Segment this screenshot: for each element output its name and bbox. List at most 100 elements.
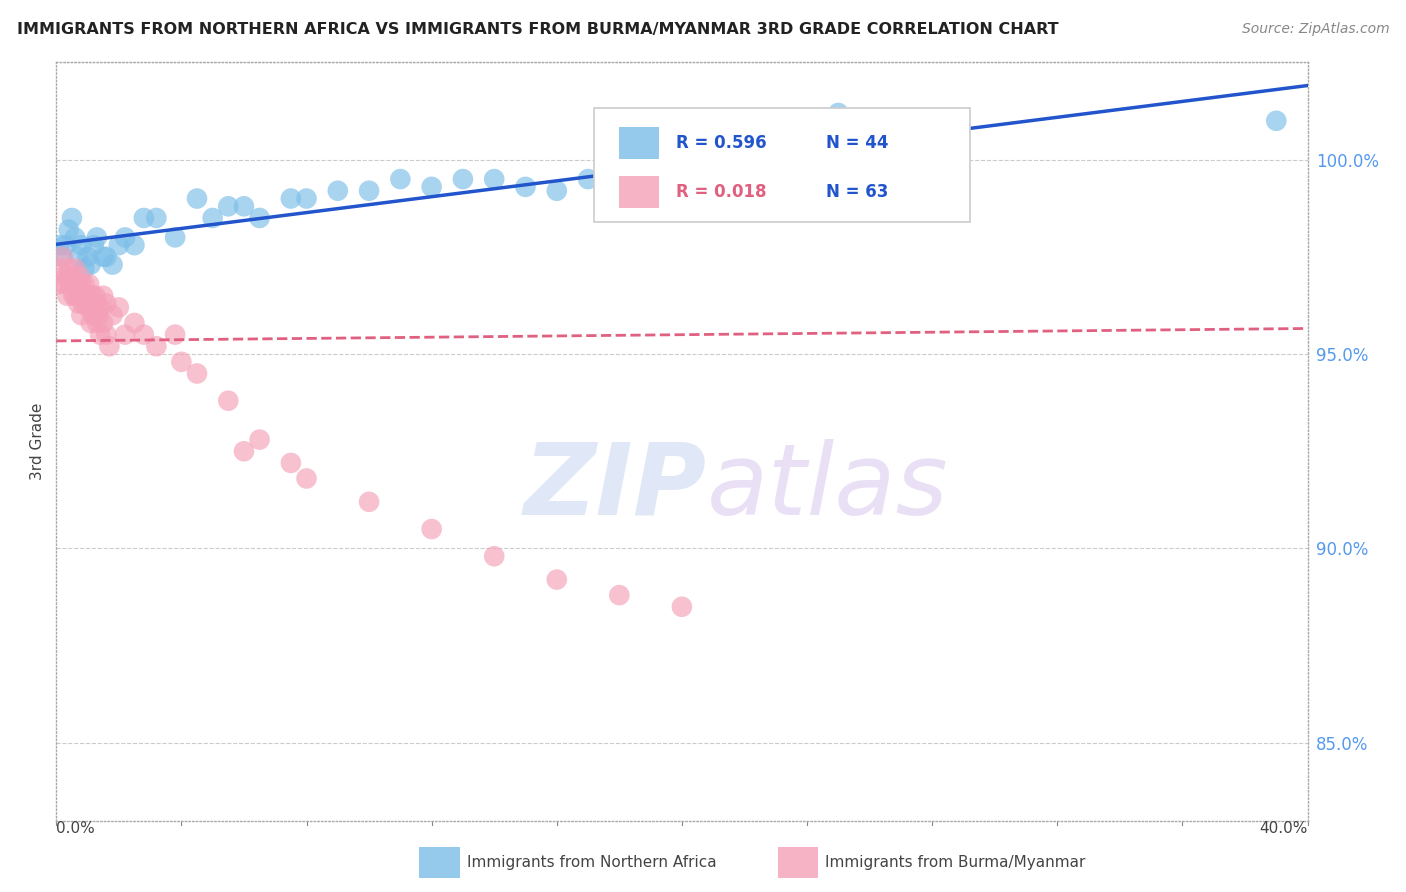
Point	[48, 238, 70, 252]
Point	[70, 238, 93, 252]
Point	[280, 192, 302, 206]
Point	[83, 308, 105, 322]
Point	[145, 339, 167, 353]
Point	[186, 192, 208, 206]
Point	[65, 277, 87, 291]
Point	[62, 289, 84, 303]
Point	[101, 258, 124, 272]
Point	[1265, 113, 1288, 128]
Point	[91, 250, 114, 264]
Point	[165, 327, 187, 342]
Point	[108, 301, 131, 315]
Point	[91, 316, 114, 330]
FancyBboxPatch shape	[620, 128, 659, 159]
Point	[98, 339, 121, 353]
Point	[484, 549, 506, 564]
Point	[56, 289, 79, 303]
Point	[484, 172, 506, 186]
Point	[53, 277, 76, 291]
Point	[609, 179, 631, 194]
Point	[72, 296, 94, 310]
Point	[217, 199, 239, 213]
Point	[58, 222, 80, 236]
Text: 0.0%: 0.0%	[56, 821, 96, 836]
Point	[76, 250, 98, 264]
Point	[114, 230, 136, 244]
Text: N = 44: N = 44	[825, 134, 889, 153]
Point	[77, 277, 100, 291]
Point	[63, 230, 86, 244]
Point	[58, 269, 80, 284]
Point	[76, 301, 98, 315]
Point	[249, 211, 271, 225]
Text: R = 0.596: R = 0.596	[676, 134, 766, 153]
Point	[59, 277, 82, 291]
Point	[69, 269, 91, 284]
Point	[67, 296, 90, 310]
Point	[70, 277, 93, 291]
Text: Immigrants from Northern Africa: Immigrants from Northern Africa	[467, 855, 717, 870]
Point	[165, 230, 187, 244]
Y-axis label: 3rd Grade: 3rd Grade	[30, 403, 45, 480]
Point	[83, 308, 105, 322]
Point	[132, 327, 155, 342]
Point	[249, 433, 271, 447]
Point	[734, 161, 756, 175]
FancyBboxPatch shape	[595, 108, 970, 221]
Point	[83, 238, 105, 252]
Point	[280, 456, 302, 470]
Point	[49, 261, 72, 276]
Point	[515, 179, 537, 194]
Point	[58, 261, 80, 276]
Text: R = 0.018: R = 0.018	[676, 184, 766, 202]
Point	[671, 599, 693, 614]
Point	[79, 258, 101, 272]
Point	[96, 296, 118, 310]
Point	[55, 238, 77, 252]
Text: Source: ZipAtlas.com: Source: ZipAtlas.com	[1241, 22, 1389, 37]
Point	[420, 179, 443, 194]
Point	[576, 172, 599, 186]
Point	[326, 184, 349, 198]
Point	[87, 308, 110, 322]
Point	[75, 289, 97, 303]
Point	[546, 573, 568, 587]
Point	[86, 296, 108, 310]
Point	[640, 172, 662, 186]
Point	[89, 327, 111, 342]
Point	[96, 327, 118, 342]
Point	[67, 289, 90, 303]
Point	[201, 211, 224, 225]
FancyBboxPatch shape	[620, 177, 659, 209]
Text: IMMIGRANTS FROM NORTHERN AFRICA VS IMMIGRANTS FROM BURMA/MYANMAR 3RD GRADE CORRE: IMMIGRANTS FROM NORTHERN AFRICA VS IMMIG…	[17, 22, 1059, 37]
Point	[67, 250, 90, 264]
Point	[186, 367, 208, 381]
Point	[827, 106, 849, 120]
Point	[108, 238, 131, 252]
Point	[89, 301, 111, 315]
Point	[124, 316, 146, 330]
Point	[359, 495, 381, 509]
Point	[79, 316, 101, 330]
Text: 40.0%: 40.0%	[1260, 821, 1308, 836]
Point	[73, 277, 96, 291]
Text: atlas: atlas	[707, 439, 949, 535]
Point	[48, 277, 70, 291]
Text: N = 63: N = 63	[825, 184, 889, 202]
Point	[359, 184, 381, 198]
Point	[60, 211, 83, 225]
Point	[389, 172, 412, 186]
Point	[91, 289, 114, 303]
Point	[86, 316, 108, 330]
Point	[84, 289, 107, 303]
Point	[671, 161, 693, 175]
Point	[295, 192, 318, 206]
Point	[86, 230, 108, 244]
Text: ZIP: ZIP	[524, 439, 707, 535]
Point	[451, 172, 474, 186]
Point	[170, 355, 193, 369]
Point	[60, 269, 83, 284]
Text: Immigrants from Burma/Myanmar: Immigrants from Burma/Myanmar	[825, 855, 1085, 870]
Point	[76, 296, 98, 310]
Point	[233, 444, 256, 458]
